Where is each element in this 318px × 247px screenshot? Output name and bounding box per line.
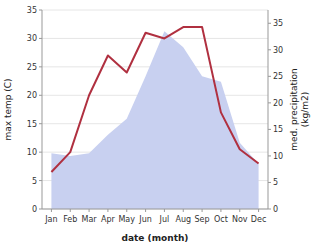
x-tick-label: May: [118, 215, 135, 224]
y2-tick: [268, 76, 271, 77]
y-tick: [39, 180, 42, 181]
y2-axis-label-line: (kg/m2): [300, 92, 310, 127]
precip-area: [51, 31, 258, 209]
y-axis-label: max temp (C): [3, 78, 13, 140]
x-tick: [145, 209, 146, 212]
x-tick: [51, 209, 52, 212]
axes: Jan Feb MarAprMayJun Jul Aug Sep Oct NovDec 0 5 10…: [27, 6, 283, 224]
y2-tick-label: 10: [273, 152, 283, 161]
y-tick-label: 25: [27, 63, 37, 72]
x-tick-label: Mar: [82, 215, 98, 224]
x-tick-label: Oct: [214, 215, 228, 224]
x-tick-label: Jul: [159, 215, 170, 224]
y-tick-label: 30: [27, 34, 37, 43]
y2-tick-label: 5: [273, 178, 278, 187]
y2-tick-label: 0: [273, 205, 278, 214]
temp-line: [51, 27, 258, 172]
x-tick: [220, 209, 221, 212]
y-tick-label: 35: [27, 6, 37, 15]
y2-tick-label: 20: [273, 99, 283, 108]
y2-tick-label: 30: [273, 46, 283, 55]
y2-tick: [268, 182, 271, 183]
x-tick: [126, 209, 127, 212]
y-tick: [39, 123, 42, 124]
x-tick-label: Nov: [232, 215, 248, 224]
x-axis-line: [42, 209, 268, 210]
y2-tick: [268, 209, 271, 210]
y-tick-label: 10: [27, 148, 37, 157]
x-tick: [258, 209, 259, 212]
x-tick-label: Apr: [101, 215, 116, 224]
x-tick: [107, 209, 108, 212]
x-tick-label: Sep: [195, 215, 210, 224]
x-tick: [239, 209, 240, 212]
x-tick-label: Feb: [63, 215, 77, 224]
grid-line: [42, 10, 268, 11]
y-tick: [39, 95, 42, 96]
y-tick: [39, 66, 42, 67]
x-tick: [89, 209, 90, 212]
y2-tick: [268, 155, 271, 156]
data-group: [51, 27, 258, 209]
y-axis-line: [42, 10, 43, 209]
y-tick: [39, 152, 42, 153]
x-axis-label: date (month): [122, 233, 189, 243]
grid: [42, 10, 268, 209]
y-tick: [39, 38, 42, 39]
y-tick-label: 15: [27, 120, 37, 129]
chart-svg: Jan Feb MarAprMayJun Jul Aug Sep Oct NovDec 0 5 10…: [0, 0, 318, 247]
y2-axis-line: [268, 10, 269, 209]
y2-tick: [268, 102, 271, 103]
y2-tick: [268, 23, 271, 24]
y-tick: [39, 10, 42, 11]
x-tick: [202, 209, 203, 212]
x-tick-label: Jun: [138, 215, 152, 224]
grid-line: [42, 38, 268, 39]
x-tick-label: Aug: [175, 215, 191, 224]
y2-tick-label: 15: [273, 125, 283, 134]
y2-tick-label: 35: [273, 19, 283, 28]
grid-line: [42, 209, 268, 210]
x-tick-label: Dec: [251, 215, 266, 224]
x-tick: [183, 209, 184, 212]
y2-axis-label-line: med. precipitation: [289, 68, 299, 150]
y-tick-label: 5: [32, 177, 37, 186]
y2-axis-label: med. precipitation(kg/m2): [289, 68, 310, 150]
y-tick: [39, 209, 42, 210]
x-tick: [164, 209, 165, 212]
y2-tick: [268, 129, 271, 130]
y2-tick: [268, 49, 271, 50]
y-tick-label: 20: [27, 91, 37, 100]
x-tick: [70, 209, 71, 212]
x-tick-label: Jan: [44, 215, 57, 224]
chart-container: Jan Feb MarAprMayJun Jul Aug Sep Oct NovDec 0 5 10…: [0, 0, 318, 247]
y-tick-label: 0: [32, 205, 37, 214]
y2-tick-label: 25: [273, 72, 283, 81]
